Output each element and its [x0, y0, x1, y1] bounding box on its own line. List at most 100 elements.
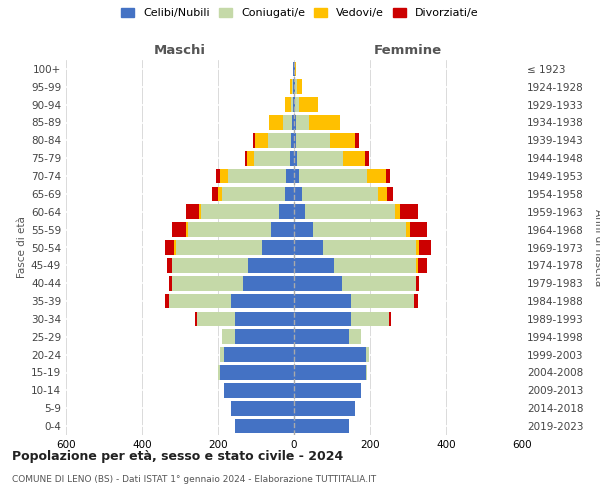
Bar [410, 222, 427, 237]
Bar [220, 168, 227, 184]
Bar [293, 80, 294, 94]
Bar [165, 294, 169, 308]
Bar [295, 62, 296, 76]
Bar [309, 115, 340, 130]
Bar [296, 115, 309, 130]
Bar [268, 133, 291, 148]
Bar [255, 133, 268, 148]
Bar [169, 294, 232, 308]
Bar [248, 258, 294, 272]
Bar [172, 276, 242, 290]
Bar [294, 80, 295, 94]
Bar [294, 222, 313, 237]
Bar [218, 365, 220, 380]
Bar [232, 401, 294, 415]
Bar [355, 133, 359, 148]
Bar [294, 365, 366, 380]
Bar [294, 419, 349, 434]
Bar [414, 294, 418, 308]
Bar [377, 186, 387, 201]
Bar [218, 186, 222, 201]
Bar [294, 312, 351, 326]
Bar [224, 348, 294, 362]
Bar [294, 168, 299, 184]
Y-axis label: Anni di nascita: Anni di nascita [593, 209, 600, 286]
Bar [295, 98, 299, 112]
Bar [302, 186, 377, 201]
Bar [186, 222, 188, 237]
Bar [290, 80, 292, 94]
Bar [292, 115, 294, 130]
Bar [386, 168, 390, 184]
Bar [349, 330, 361, 344]
Bar [292, 80, 293, 94]
Bar [174, 240, 176, 255]
Bar [296, 80, 302, 94]
Bar [291, 133, 294, 148]
Bar [295, 80, 296, 94]
Bar [232, 294, 294, 308]
Bar [188, 222, 271, 237]
Text: COMUNE DI LENO (BS) - Dati ISTAT 1° gennaio 2024 - Elaborazione TUTTITALIA.IT: COMUNE DI LENO (BS) - Dati ISTAT 1° genn… [12, 475, 376, 484]
Bar [334, 258, 416, 272]
Bar [235, 330, 294, 344]
Bar [294, 240, 323, 255]
Bar [351, 294, 414, 308]
Bar [294, 258, 334, 272]
Bar [299, 168, 367, 184]
Bar [212, 186, 218, 201]
Bar [245, 151, 247, 166]
Bar [299, 98, 318, 112]
Bar [296, 133, 330, 148]
Y-axis label: Fasce di età: Fasce di età [17, 216, 27, 278]
Text: Maschi: Maschi [154, 44, 206, 58]
Bar [366, 365, 367, 380]
Bar [389, 312, 391, 326]
Bar [297, 151, 343, 166]
Bar [416, 240, 419, 255]
Bar [419, 240, 431, 255]
Bar [294, 276, 341, 290]
Bar [294, 151, 297, 166]
Bar [197, 312, 235, 326]
Bar [293, 62, 294, 76]
Bar [253, 133, 255, 148]
Bar [416, 276, 419, 290]
Bar [235, 419, 294, 434]
Bar [254, 151, 290, 166]
Bar [294, 204, 305, 219]
Bar [294, 186, 302, 201]
Bar [199, 204, 201, 219]
Bar [242, 276, 294, 290]
Bar [294, 62, 295, 76]
Bar [294, 330, 349, 344]
Bar [271, 222, 294, 237]
Bar [366, 348, 369, 362]
Bar [294, 294, 351, 308]
Bar [279, 204, 294, 219]
Bar [222, 330, 235, 344]
Bar [387, 186, 393, 201]
Bar [294, 383, 361, 398]
Bar [216, 168, 220, 184]
Bar [343, 151, 365, 166]
Bar [220, 348, 224, 362]
Bar [286, 168, 294, 184]
Text: Popolazione per età, sesso e stato civile - 2024: Popolazione per età, sesso e stato civil… [12, 450, 343, 463]
Bar [294, 348, 366, 362]
Bar [165, 240, 175, 255]
Bar [176, 240, 262, 255]
Bar [416, 258, 418, 272]
Bar [169, 276, 172, 290]
Bar [395, 204, 400, 219]
Bar [186, 204, 199, 219]
Bar [294, 401, 355, 415]
Bar [283, 115, 292, 130]
Bar [418, 258, 427, 272]
Bar [330, 133, 355, 148]
Bar [167, 258, 172, 272]
Bar [294, 98, 295, 112]
Bar [294, 133, 296, 148]
Bar [305, 204, 395, 219]
Bar [195, 312, 197, 326]
